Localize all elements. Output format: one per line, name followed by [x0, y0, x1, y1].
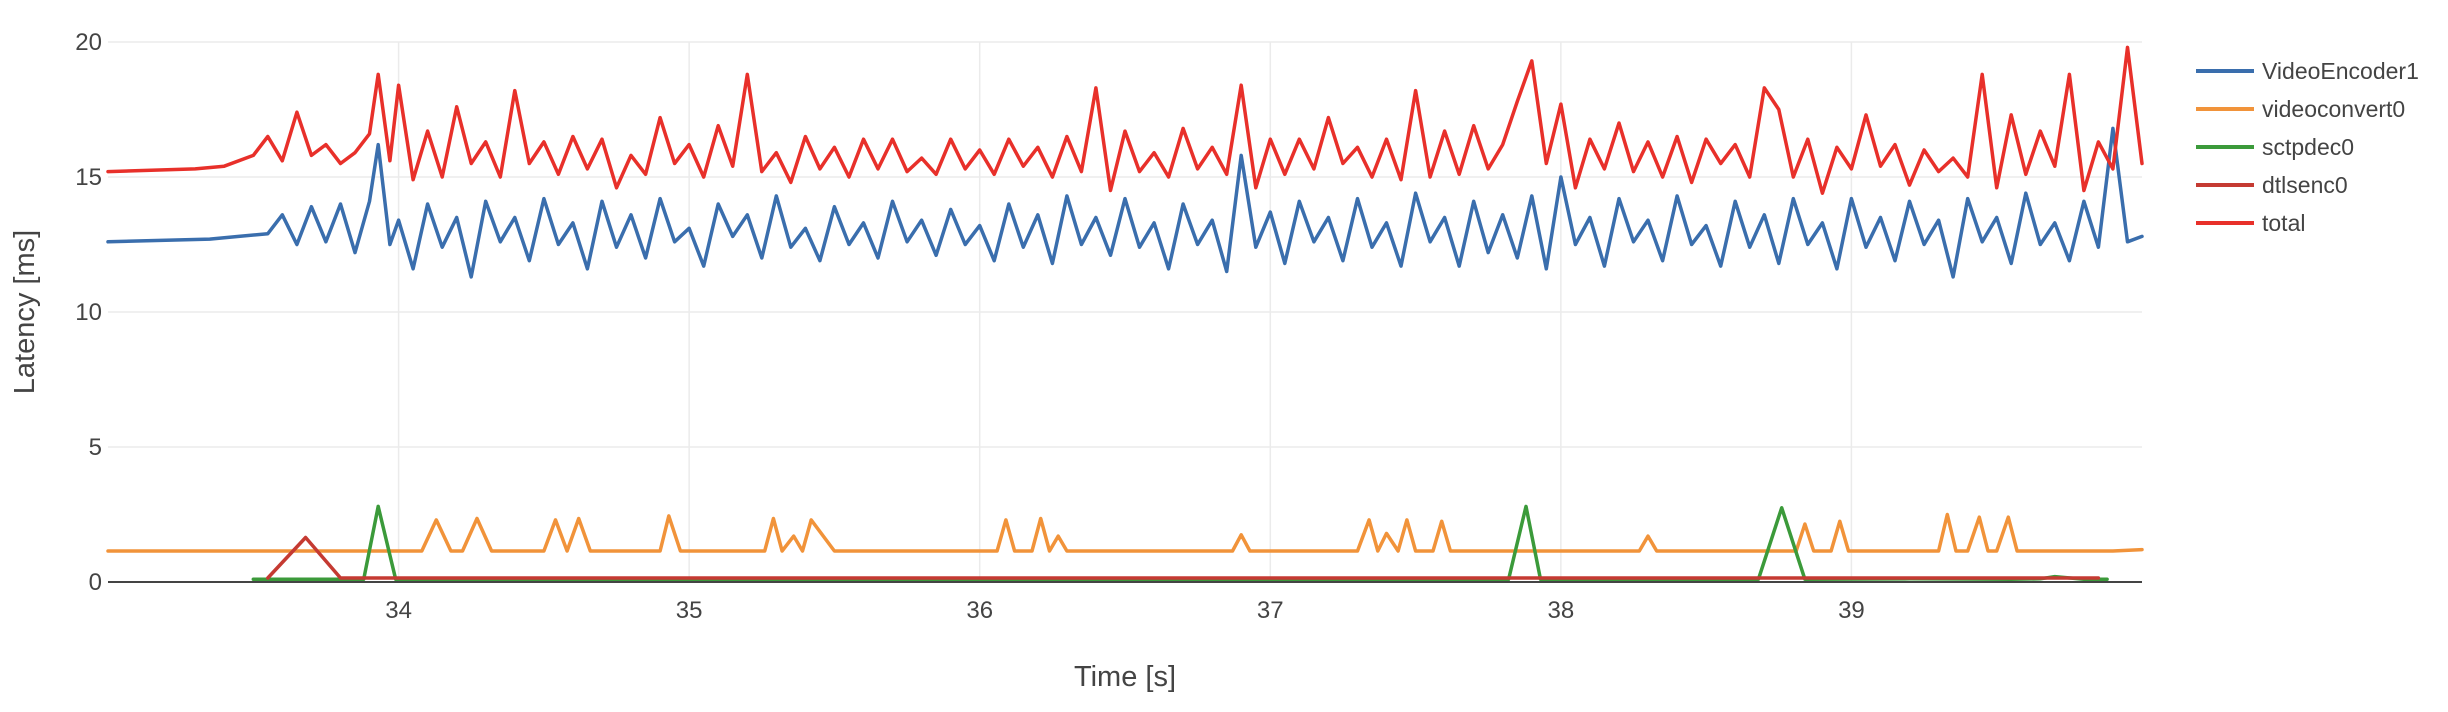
series-line-total: [106, 45, 2144, 195]
y-tick-label: 15: [75, 164, 102, 191]
x-tick-label: 37: [1257, 597, 1284, 624]
legend-item-videoencoder1[interactable]: VideoEncoder1: [2196, 58, 2419, 84]
legend[interactable]: VideoEncoder1 videoconvert0 sctpdec0 dtlsen…: [2196, 58, 2419, 236]
x-tick-label: 34: [385, 597, 412, 624]
x-tick-label: 35: [676, 597, 703, 624]
x-tick-label: 38: [1548, 597, 1575, 624]
y-tick-label: 5: [89, 434, 102, 461]
legend-item-videoconvert0[interactable]: videoconvert0: [2196, 96, 2405, 122]
x-axis-title: Time [s]: [1074, 661, 1176, 693]
series-line-dtlsenc0: [266, 535, 2101, 580]
legend-label: VideoEncoder1: [2262, 58, 2419, 84]
y-axis-ticks: 0 5 10 15 20: [75, 29, 102, 596]
x-tick-label: 39: [1838, 597, 1865, 624]
y-tick-label: 0: [89, 569, 102, 596]
y-tick-label: 20: [75, 29, 102, 56]
grid-lines: [108, 41, 2142, 582]
legend-label: sctpdec0: [2262, 134, 2354, 160]
x-axis-ticks: 34 35 36 37 38 39: [385, 597, 1865, 624]
series-line-sctpdec0: [251, 504, 2109, 582]
x-tick-label: 36: [966, 597, 993, 624]
y-tick-label: 10: [75, 299, 102, 326]
legend-item-sctpdec0[interactable]: sctpdec0: [2196, 134, 2354, 160]
legend-label: videoconvert0: [2262, 96, 2405, 122]
legend-item-dtlsenc0[interactable]: dtlsenc0: [2196, 172, 2348, 198]
series-line-videoconvert0: [106, 512, 2144, 553]
y-axis-title: Latency [ms]: [9, 230, 41, 394]
legend-item-total[interactable]: total: [2196, 210, 2305, 236]
legend-label: total: [2262, 210, 2305, 236]
legend-label: dtlsenc0: [2262, 172, 2348, 198]
series-line-videoencoder1: [106, 126, 2144, 279]
series-lines: [106, 45, 2144, 582]
